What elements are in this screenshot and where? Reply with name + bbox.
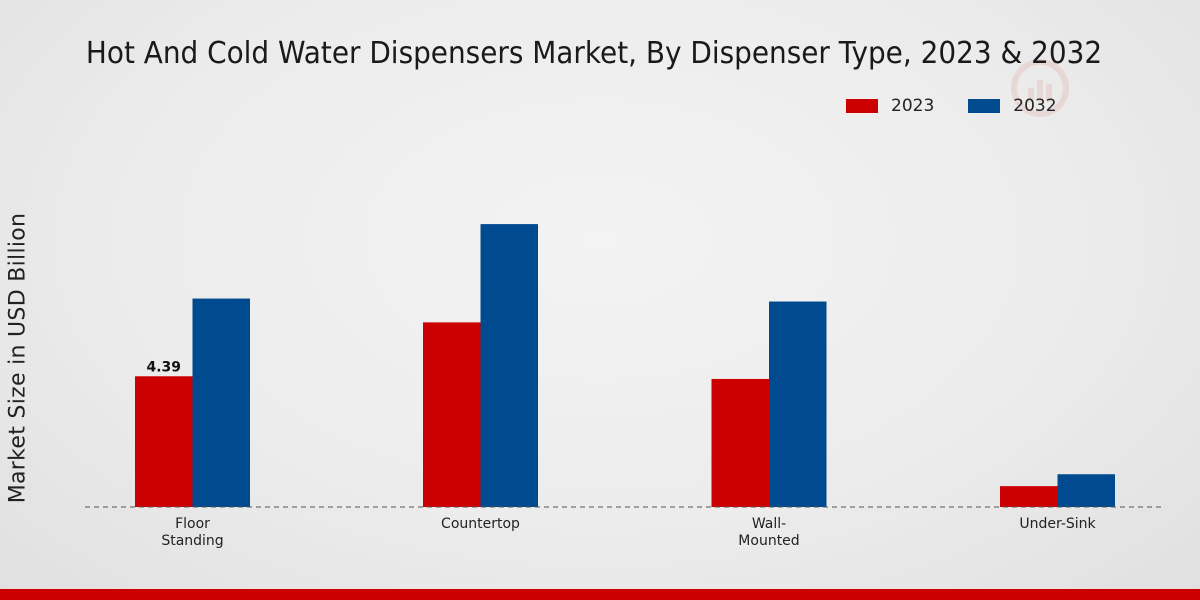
bar-2032-0: [192, 298, 250, 507]
legend-label-2032: 2032: [1013, 96, 1057, 116]
bar-2023-0: [135, 376, 193, 507]
legend-item-2023: 2023: [846, 96, 934, 116]
legend-label-2023: 2023: [891, 96, 935, 116]
x-tick-label-1: Countertop: [441, 516, 520, 532]
x-tick-label-0: Floor Standing: [161, 516, 223, 549]
chart-legend: 2023 2032: [846, 96, 1091, 116]
bar-2023-1: [423, 322, 481, 507]
bar-2032-3: [1057, 474, 1115, 507]
footer-accent-bar: [0, 589, 1200, 600]
legend-swatch-2023: [846, 99, 878, 113]
chart-title: Hot And Cold Water Dispensers Market, By…: [85, 36, 1103, 71]
x-tick-label-3: Under-Sink: [1019, 516, 1096, 532]
bar-2032-1: [480, 224, 538, 507]
legend-item-2032: 2032: [968, 96, 1057, 116]
x-tick-label-2: Wall-Mounted: [738, 516, 799, 549]
bar-2023-3: [1000, 486, 1058, 507]
bar-2032-2: [769, 301, 827, 507]
data-label-0: 4.39: [146, 359, 181, 375]
legend-swatch-2032: [968, 99, 1001, 113]
watermark-logo: [1000, 58, 1080, 118]
bar-2023-2: [711, 378, 769, 507]
